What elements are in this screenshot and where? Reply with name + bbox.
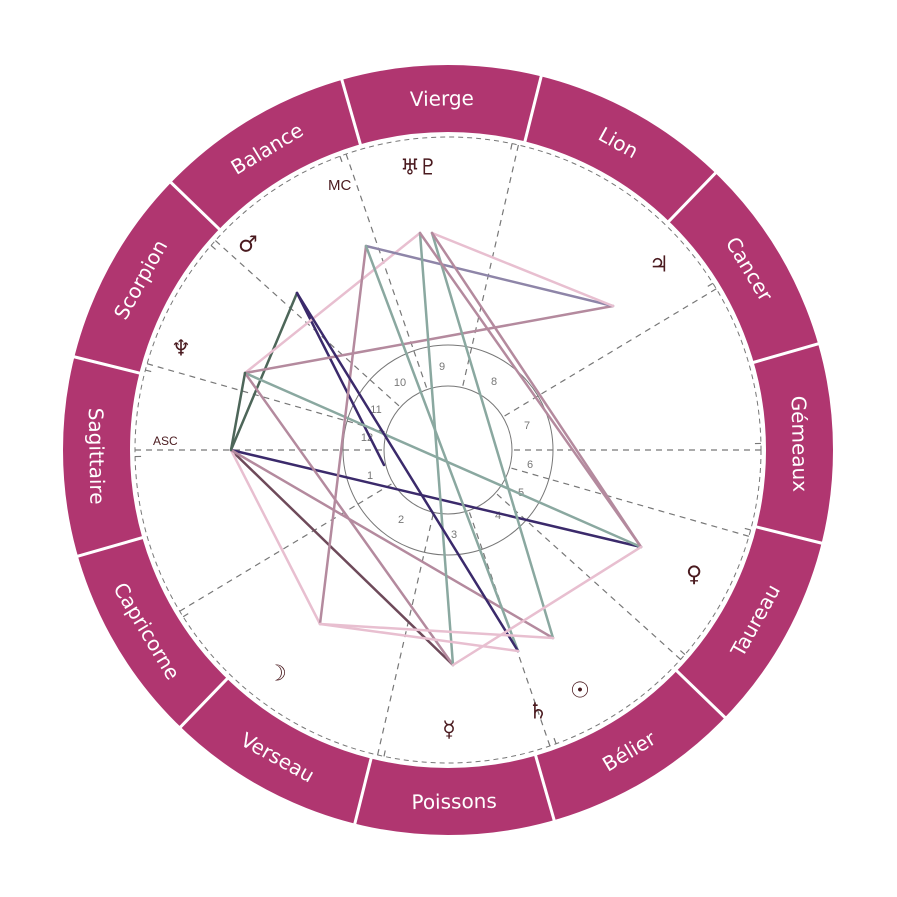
sign-divider	[340, 78, 363, 146]
cusp-tick	[707, 282, 714, 287]
aspect-line	[243, 231, 422, 375]
aspect-lines	[229, 231, 643, 667]
sign-divider	[169, 180, 222, 231]
house-cusp-2	[179, 503, 359, 612]
cusp-tick	[553, 737, 557, 744]
pluto-icon: ♇	[418, 156, 438, 181]
aspect-line	[430, 231, 615, 308]
uranus-icon: ♅	[400, 156, 420, 181]
aspect-line	[229, 448, 455, 667]
house-cusp-inner-4	[468, 510, 483, 550]
cusp-tick	[680, 650, 686, 655]
sign-divider	[533, 754, 556, 822]
aspect-line	[229, 448, 643, 549]
cusp-tick	[744, 527, 751, 531]
sign-divider	[76, 535, 144, 558]
sign-label-gémeaux: Gémeaux	[787, 395, 813, 492]
neptune-icon: ♆	[171, 337, 191, 362]
cusp-tick	[145, 369, 152, 373]
house-number-11: 11	[370, 404, 381, 416]
planet-glyphs: ♅♇ ♂ ♆ ♃ ♀ ☉ ♄ ☿ ☽	[171, 156, 702, 743]
aspect-line	[318, 244, 368, 626]
house-cusp-6	[548, 478, 750, 537]
house-cusp-inner-5	[495, 492, 527, 521]
aspect-line	[229, 448, 555, 640]
sign-label-sagittaire: Sagittaire	[84, 408, 110, 505]
house-cusps	[134, 136, 762, 764]
house-cusp-inner-10	[413, 350, 428, 390]
house-cusp-8	[537, 288, 717, 397]
mars-icon: ♂	[238, 233, 258, 258]
aspect-line	[418, 231, 455, 667]
mercury-icon: ☿	[442, 718, 456, 743]
aspect-line	[364, 244, 615, 308]
venus-icon: ♀	[686, 563, 702, 588]
house-ring-outer	[342, 344, 554, 556]
aspect-line	[430, 231, 643, 549]
house-number-1: 1	[367, 470, 373, 482]
house-number-9: 9	[439, 361, 445, 373]
cusp-tick	[182, 613, 189, 618]
house-number-3: 3	[451, 529, 457, 541]
sign-divider	[667, 171, 718, 224]
sun-icon: ☉	[570, 679, 590, 704]
house-ring-inner	[383, 385, 513, 515]
house-number-10: 10	[394, 377, 406, 389]
aspect-line	[318, 622, 520, 653]
zodiac-band	[63, 65, 833, 835]
house-cusp-inner-8	[502, 395, 539, 418]
house-number-6: 6	[527, 459, 533, 471]
zodiac-ring: ViergeBalanceScorpionSagittaireCapricorn…	[63, 65, 833, 835]
sign-divider	[353, 757, 373, 825]
house-cusp-inner-11	[369, 379, 401, 408]
cusp-tick	[210, 245, 216, 250]
house-cusp-inner-9	[461, 347, 473, 388]
sign-divider	[674, 669, 727, 720]
house-cusp-3	[377, 552, 425, 756]
aspect-line	[295, 291, 386, 467]
house-number-7: 7	[524, 420, 530, 432]
house-cusp-inner-12	[346, 420, 387, 433]
mc-label: MC	[328, 177, 351, 194]
aspect-line	[451, 545, 643, 667]
aspect-line	[243, 371, 643, 549]
house-number-8: 8	[491, 376, 497, 388]
sign-divider	[752, 342, 820, 365]
house-cusp-inner-3	[423, 512, 435, 553]
aspect-line	[430, 231, 555, 640]
aspect-line	[318, 622, 555, 640]
aspect-line	[243, 371, 455, 667]
house-cusp-inner-6	[509, 467, 550, 480]
sign-label-poissons: Poissons	[411, 789, 497, 814]
sign-divider	[178, 676, 229, 729]
cusp-tick	[339, 156, 343, 163]
sign-divider	[73, 355, 141, 375]
jupiter-icon: ♃	[649, 253, 669, 278]
house-cusp-11	[214, 240, 371, 381]
sign-label-vierge: Vierge	[410, 86, 474, 111]
house-cusp-10	[345, 153, 415, 351]
sign-divider	[755, 525, 823, 545]
aspect-line	[295, 291, 520, 653]
saturn-icon: ♄	[528, 700, 548, 725]
house-cusp-9	[471, 144, 519, 348]
sign-divider	[523, 75, 543, 143]
house-cusp-12	[146, 363, 348, 422]
aspect-line	[418, 231, 643, 549]
house-number-2: 2	[398, 514, 404, 526]
labels: ASC MC	[153, 177, 351, 448]
cusp-tick	[510, 143, 513, 150]
aspect-line	[229, 448, 322, 626]
aspect-line	[229, 371, 247, 452]
house-cusp-5	[525, 519, 682, 660]
house-number-4: 4	[495, 510, 501, 522]
cusp-tick	[383, 750, 386, 757]
asc-label: ASC	[153, 434, 178, 448]
moon-icon: ☽	[267, 662, 287, 687]
aspect-line	[364, 244, 520, 653]
aspect-line	[229, 291, 299, 452]
